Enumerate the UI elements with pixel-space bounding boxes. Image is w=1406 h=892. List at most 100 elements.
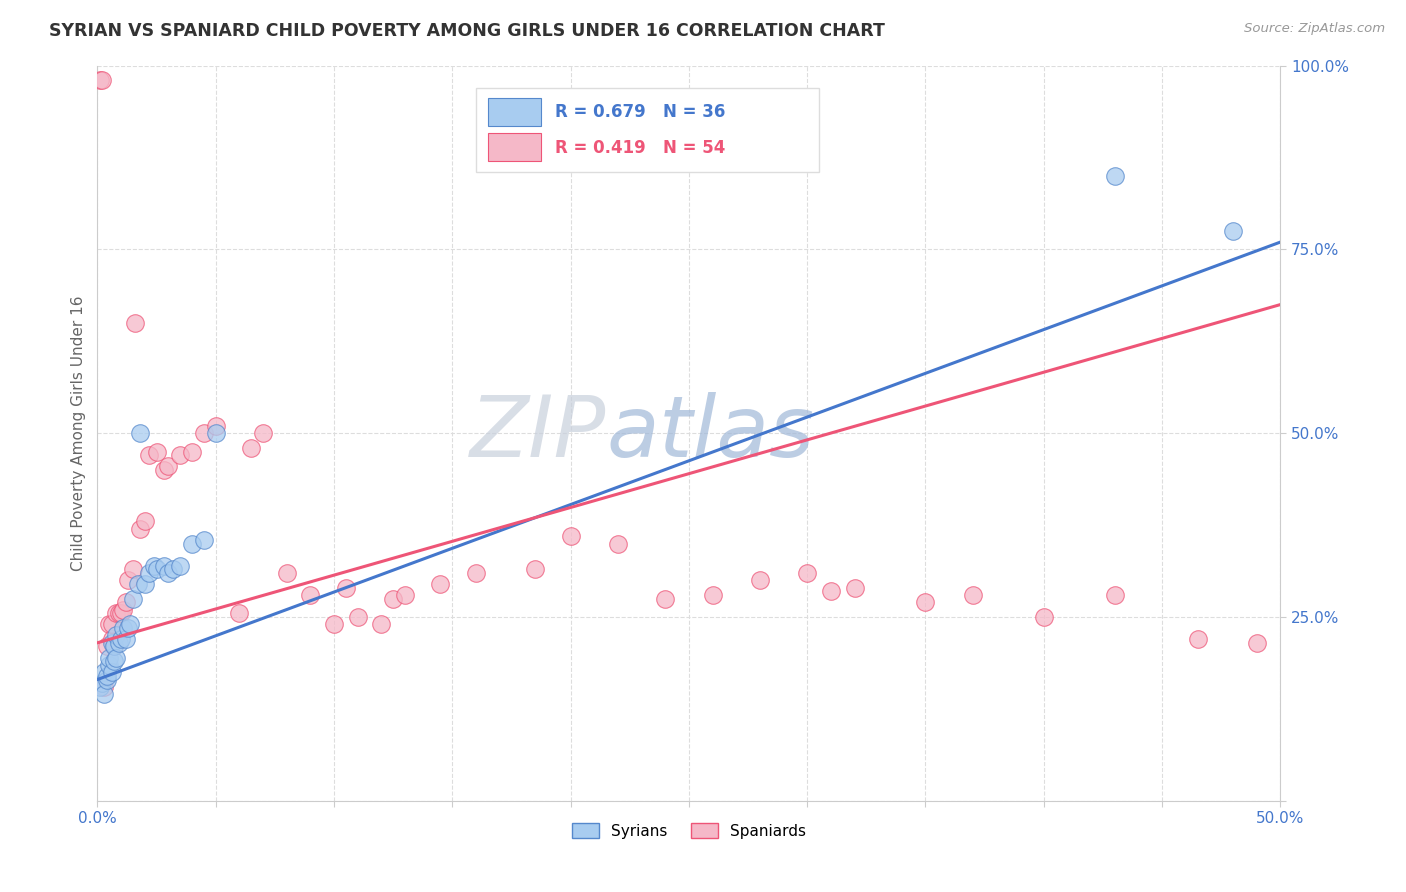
Y-axis label: Child Poverty Among Girls Under 16: Child Poverty Among Girls Under 16 bbox=[72, 295, 86, 571]
FancyBboxPatch shape bbox=[475, 87, 820, 172]
Point bbox=[914, 595, 936, 609]
Point bbox=[169, 448, 191, 462]
Point bbox=[252, 426, 274, 441]
Point bbox=[103, 640, 125, 654]
Point bbox=[103, 640, 125, 654]
Point bbox=[394, 588, 416, 602]
Point bbox=[105, 650, 128, 665]
Text: atlas: atlas bbox=[606, 392, 814, 475]
Point bbox=[89, 73, 111, 87]
Point bbox=[524, 562, 547, 576]
Point bbox=[1222, 224, 1244, 238]
Point bbox=[228, 607, 250, 621]
Point bbox=[89, 680, 111, 694]
Point bbox=[110, 607, 132, 621]
Point bbox=[157, 566, 180, 580]
Point bbox=[98, 650, 121, 665]
Point bbox=[157, 459, 180, 474]
Point bbox=[193, 533, 215, 547]
Point bbox=[820, 584, 842, 599]
Point bbox=[169, 558, 191, 573]
Point bbox=[346, 610, 368, 624]
Point bbox=[91, 73, 114, 87]
Point bbox=[93, 665, 115, 680]
Point bbox=[129, 522, 152, 536]
Point bbox=[121, 562, 143, 576]
Point bbox=[93, 687, 115, 701]
Point bbox=[193, 426, 215, 441]
Point bbox=[107, 607, 129, 621]
Point bbox=[124, 316, 146, 330]
Text: SYRIAN VS SPANIARD CHILD POVERTY AMONG GIRLS UNDER 16 CORRELATION CHART: SYRIAN VS SPANIARD CHILD POVERTY AMONG G… bbox=[49, 22, 886, 40]
Point bbox=[121, 591, 143, 606]
Point bbox=[110, 632, 132, 647]
Point bbox=[464, 566, 486, 580]
Point bbox=[299, 588, 322, 602]
Point bbox=[100, 617, 122, 632]
Point bbox=[796, 566, 818, 580]
Point bbox=[98, 617, 121, 632]
Point bbox=[429, 577, 451, 591]
Point bbox=[112, 621, 135, 635]
Point bbox=[91, 676, 114, 690]
Point bbox=[138, 448, 160, 462]
Point bbox=[114, 595, 136, 609]
Point bbox=[323, 617, 346, 632]
Point bbox=[1187, 632, 1209, 647]
Point bbox=[335, 581, 357, 595]
Point bbox=[107, 636, 129, 650]
Point bbox=[1104, 169, 1126, 183]
Point bbox=[103, 654, 125, 668]
Point bbox=[96, 673, 118, 687]
Point bbox=[129, 426, 152, 441]
Point bbox=[370, 617, 392, 632]
Point bbox=[152, 463, 174, 477]
Point bbox=[181, 536, 204, 550]
Point bbox=[134, 577, 156, 591]
Point bbox=[96, 640, 118, 654]
Point bbox=[120, 617, 142, 632]
Point bbox=[100, 632, 122, 647]
Point bbox=[93, 680, 115, 694]
Point bbox=[606, 536, 628, 550]
Point bbox=[96, 669, 118, 683]
Text: Source: ZipAtlas.com: Source: ZipAtlas.com bbox=[1244, 22, 1385, 36]
FancyBboxPatch shape bbox=[488, 133, 541, 161]
Point bbox=[1246, 636, 1268, 650]
Point bbox=[1032, 610, 1054, 624]
Point bbox=[1104, 588, 1126, 602]
Point bbox=[560, 529, 582, 543]
Point bbox=[100, 636, 122, 650]
Text: ZIP: ZIP bbox=[470, 392, 606, 475]
Point bbox=[181, 444, 204, 458]
Point bbox=[204, 426, 226, 441]
Point bbox=[844, 581, 866, 595]
Point bbox=[240, 441, 263, 455]
Point bbox=[654, 591, 676, 606]
Legend: Syrians, Spaniards: Syrians, Spaniards bbox=[565, 816, 813, 845]
Point bbox=[145, 562, 167, 576]
Point bbox=[748, 574, 770, 588]
Point bbox=[143, 558, 166, 573]
Point bbox=[962, 588, 984, 602]
Point bbox=[117, 621, 139, 635]
Point bbox=[204, 418, 226, 433]
Point bbox=[117, 574, 139, 588]
Point bbox=[162, 562, 184, 576]
FancyBboxPatch shape bbox=[488, 98, 541, 126]
Point bbox=[382, 591, 405, 606]
Point bbox=[100, 665, 122, 680]
Text: R = 0.419   N = 54: R = 0.419 N = 54 bbox=[555, 139, 725, 157]
Point bbox=[105, 628, 128, 642]
Point bbox=[152, 558, 174, 573]
Point bbox=[105, 607, 128, 621]
Point bbox=[127, 577, 149, 591]
Point bbox=[114, 632, 136, 647]
Point bbox=[145, 444, 167, 458]
Point bbox=[98, 657, 121, 672]
Point bbox=[702, 588, 724, 602]
Point bbox=[138, 566, 160, 580]
Point bbox=[134, 515, 156, 529]
Point bbox=[112, 603, 135, 617]
Text: R = 0.679   N = 36: R = 0.679 N = 36 bbox=[555, 103, 725, 121]
